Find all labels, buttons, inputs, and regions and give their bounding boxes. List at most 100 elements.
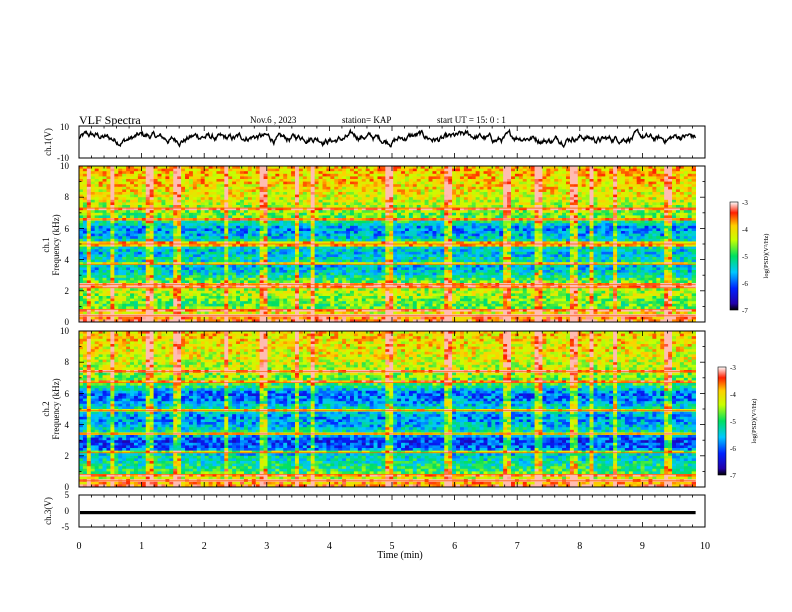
spectrogram-cell bbox=[338, 260, 342, 263]
spectrogram-cell bbox=[358, 265, 362, 268]
spectrogram-cell bbox=[295, 226, 299, 229]
spectrogram-cell bbox=[283, 249, 287, 252]
spectrogram-cell bbox=[315, 221, 319, 224]
spectrogram-cell bbox=[315, 239, 319, 242]
spectrogram-cell bbox=[354, 262, 358, 265]
spectrogram-cell bbox=[319, 239, 323, 242]
spectrogram-cell bbox=[393, 293, 397, 296]
spectrogram-cell bbox=[205, 176, 209, 179]
spectrogram-cell bbox=[154, 189, 158, 192]
spectrogram-cell bbox=[106, 299, 110, 302]
spectrogram-cell bbox=[106, 187, 110, 190]
spectrogram-cell bbox=[315, 280, 319, 283]
spectrogram-cell bbox=[165, 221, 169, 224]
spectrogram-cell bbox=[87, 304, 91, 307]
spectrogram-cell bbox=[213, 299, 217, 302]
spectrogram-cell bbox=[99, 252, 103, 255]
spectrogram-cell bbox=[169, 189, 173, 192]
spectrogram-cell bbox=[248, 291, 252, 294]
spectrogram-cell bbox=[130, 267, 134, 270]
spectrogram-cell bbox=[346, 192, 350, 195]
spectrogram-cell bbox=[240, 260, 244, 263]
spectrogram-cell bbox=[334, 169, 338, 172]
spectrogram-cell bbox=[283, 288, 287, 291]
spectrogram-cell bbox=[106, 265, 110, 268]
spectrogram-cell bbox=[279, 301, 283, 304]
spectrogram-cell bbox=[342, 267, 346, 270]
spectrogram-cell bbox=[385, 265, 389, 268]
spectrogram-cell bbox=[79, 215, 83, 218]
spectrogram-cell bbox=[260, 239, 264, 242]
spectrogram-cell bbox=[326, 197, 330, 200]
spectrogram-cell bbox=[142, 252, 146, 255]
spectrogram-cell bbox=[385, 312, 389, 315]
spectrogram-cell bbox=[366, 257, 370, 260]
spectrogram-cell bbox=[150, 192, 154, 195]
spectrogram-cell bbox=[216, 249, 220, 252]
spectrogram-cell bbox=[209, 218, 213, 221]
spectrogram-cell bbox=[252, 210, 256, 213]
spectrogram-cell bbox=[311, 239, 315, 242]
spectrogram-cell bbox=[338, 301, 342, 304]
spectrogram-cell bbox=[87, 254, 91, 257]
spectrogram-cell bbox=[295, 223, 299, 226]
spectrogram-cell bbox=[358, 223, 362, 226]
spectrogram-cell bbox=[134, 176, 138, 179]
spectrogram-cell bbox=[232, 296, 236, 299]
spectrogram-cell bbox=[260, 197, 264, 200]
spectrogram-cell bbox=[110, 236, 114, 239]
spectrogram-cell bbox=[209, 249, 213, 252]
spectrogram-cell bbox=[346, 280, 350, 283]
spectrogram-cell bbox=[381, 197, 385, 200]
spectrogram-cell bbox=[350, 301, 354, 304]
spectrogram-cell bbox=[150, 247, 154, 250]
spectrogram-cell bbox=[354, 288, 358, 291]
spectrogram-cell bbox=[287, 223, 291, 226]
spectrogram-cell bbox=[138, 200, 142, 203]
spectrogram-cell bbox=[389, 254, 393, 257]
spectrogram-cell bbox=[130, 231, 134, 234]
spectrogram-cell bbox=[209, 275, 213, 278]
spectrogram-cell bbox=[283, 299, 287, 302]
spectrogram-cell bbox=[342, 174, 346, 177]
spectrogram-cell bbox=[146, 179, 150, 182]
spectrogram-cell bbox=[161, 254, 165, 257]
spectrogram-cell bbox=[346, 171, 350, 174]
spectrogram-cell bbox=[287, 231, 291, 234]
spectrogram-cell bbox=[126, 293, 130, 296]
spectrogram-cell bbox=[158, 174, 162, 177]
spectrogram-cell bbox=[346, 221, 350, 224]
spectrogram-cell bbox=[158, 169, 162, 172]
spectrogram-cell bbox=[326, 176, 330, 179]
spectrogram-cell bbox=[95, 213, 99, 216]
spectrogram-cell bbox=[377, 234, 381, 237]
spectrogram-cell bbox=[319, 299, 323, 302]
spectrogram-cell bbox=[114, 317, 118, 320]
spectrogram-cell bbox=[381, 236, 385, 239]
spectrogram-cell bbox=[158, 262, 162, 265]
spectrogram-cell bbox=[374, 247, 378, 250]
spectrogram-cell bbox=[397, 184, 401, 187]
spectrogram-cell bbox=[177, 301, 181, 304]
spectrogram-cell bbox=[126, 205, 130, 208]
spectrogram-cell bbox=[342, 189, 346, 192]
spectrogram-cell bbox=[122, 306, 126, 309]
spectrogram-cell bbox=[103, 231, 107, 234]
spectrogram-cell bbox=[209, 215, 213, 218]
spectrogram-cell bbox=[220, 192, 224, 195]
spectrogram-cell bbox=[232, 182, 236, 185]
spectrogram-cell bbox=[303, 280, 307, 283]
spectrogram-cell bbox=[370, 169, 374, 172]
spectrogram-cell bbox=[87, 252, 91, 255]
spectrogram-cell bbox=[303, 179, 307, 182]
spectrogram-cell bbox=[326, 202, 330, 205]
spectrogram-cell bbox=[209, 278, 213, 281]
spectrogram-cell bbox=[103, 176, 107, 179]
spectrogram-cell bbox=[362, 187, 366, 190]
spectrogram-cell bbox=[232, 239, 236, 242]
spectrogram-cell bbox=[232, 171, 236, 174]
spectrogram-cell bbox=[110, 226, 114, 229]
spectrogram-cell bbox=[389, 179, 393, 182]
spectrogram-cell bbox=[142, 202, 146, 205]
spectrogram-cell bbox=[95, 192, 99, 195]
